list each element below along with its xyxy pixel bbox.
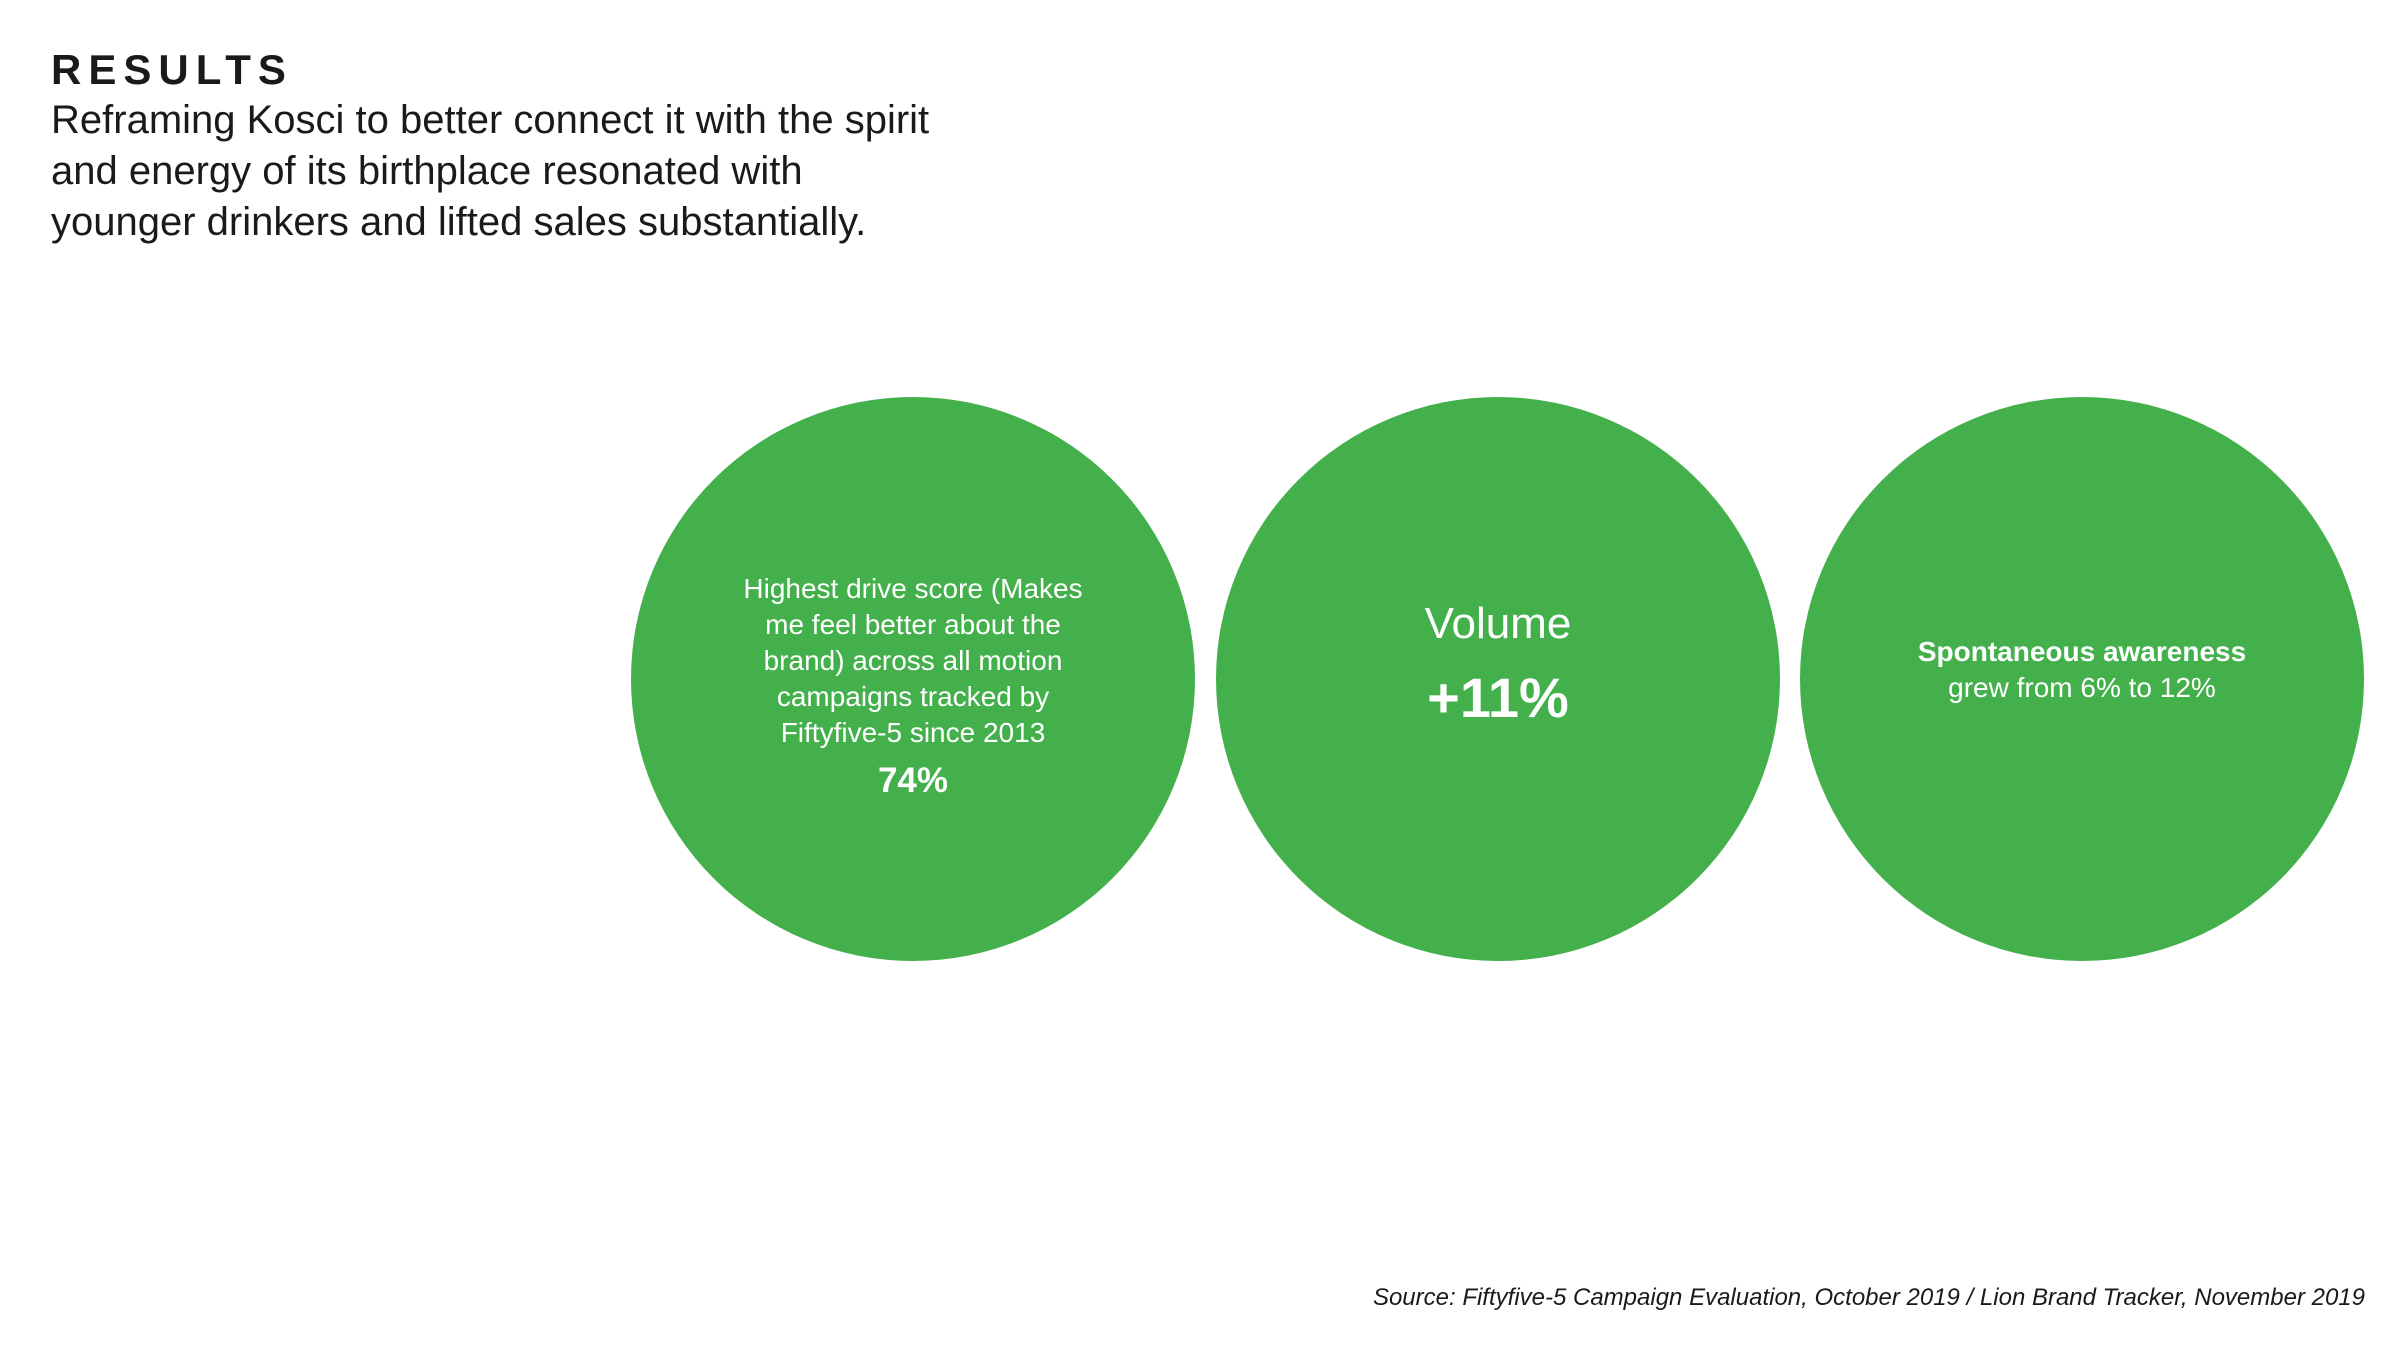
stat-circle-awareness: Spontaneous awareness grew from 6% to 12… bbox=[1800, 397, 2364, 961]
results-headline: Reframing Kosci to better connect it wit… bbox=[51, 98, 930, 244]
stat-title: Spontaneous awareness bbox=[1917, 636, 2247, 667]
section-eyebrow: RESULTS bbox=[51, 46, 293, 93]
stat-circle-drive-score: Highest drive score (Makes me feel bette… bbox=[631, 397, 1195, 961]
source-citation: Source: Fiftyfive-5 Campaign Evaluation,… bbox=[1372, 1284, 2365, 1311]
stat-label: Volume bbox=[1424, 599, 1572, 648]
stat-value: 74% bbox=[877, 761, 949, 800]
stat-subtitle: grew from 6% to 12% bbox=[1948, 672, 2216, 703]
stat-circle-volume: Volume +11% bbox=[1216, 397, 1780, 961]
stat-value: +11% bbox=[1427, 666, 1569, 729]
stat-description: Highest drive score (Makes me feel bette… bbox=[743, 573, 1083, 748]
